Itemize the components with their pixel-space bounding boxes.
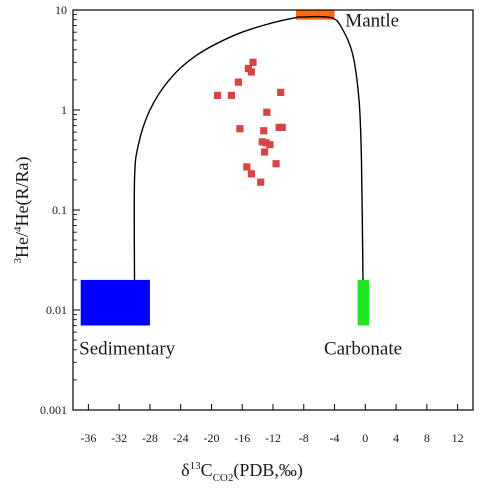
- data-point: [258, 138, 266, 146]
- y-tick-label: 1: [61, 103, 67, 117]
- data-point: [277, 88, 285, 96]
- x-axis-title: δ13CCO2(PDB,‰): [181, 460, 303, 484]
- data-point: [214, 91, 222, 99]
- y-tick-label: 10: [55, 3, 67, 17]
- regions-layer: [80, 10, 370, 326]
- data-point: [227, 91, 236, 99]
- mixing-curve: [133, 15, 364, 280]
- y-tick-label: 0.1: [52, 203, 67, 217]
- y-tick-label: 0.001: [40, 403, 67, 417]
- y-axis-title: 3He/4He(R/Ra): [12, 157, 33, 264]
- x-tick-label: 4: [393, 431, 399, 445]
- data-point: [260, 127, 268, 135]
- data-point: [262, 139, 270, 147]
- data-point: [249, 58, 257, 66]
- x-tick-label: -12: [265, 431, 281, 445]
- data-point: [272, 160, 280, 168]
- data-point: [266, 141, 274, 149]
- x-tick-label: -36: [80, 431, 96, 445]
- x-tick-label: -20: [203, 431, 219, 445]
- x-tick-label: -28: [142, 431, 158, 445]
- data-point: [263, 108, 271, 116]
- data-point: [247, 68, 256, 76]
- data-point: [234, 78, 242, 86]
- x-tick-label: -16: [234, 431, 250, 445]
- sedimentary-region: [80, 279, 150, 326]
- data-point: [260, 148, 269, 156]
- carbonate-label: Carbonate: [324, 338, 402, 359]
- x-tick-label: -24: [173, 431, 189, 445]
- sedimentary-label: Sedimentary: [79, 338, 176, 359]
- data-point: [247, 170, 256, 178]
- y-tick-label: 0.01: [46, 303, 67, 317]
- x-tick-label: 8: [424, 431, 430, 445]
- x-tick-label: -32: [111, 431, 127, 445]
- data-point: [243, 163, 251, 171]
- x-tick-label: -8: [299, 431, 309, 445]
- region-labels-layer: Mantle Sedimentary Carbonate: [79, 11, 402, 360]
- data-point: [236, 125, 244, 133]
- x-tick-label: -4: [330, 431, 340, 445]
- plot-frame: [72, 9, 474, 411]
- x-tick-label: 0: [362, 431, 368, 445]
- x-tick-label: 12: [452, 431, 464, 445]
- data-points-layer: [214, 58, 286, 186]
- mantle-region: [296, 10, 335, 20]
- data-point: [257, 178, 265, 186]
- carbonate-region: [357, 279, 370, 326]
- ticks-layer: -36 -32 -28 -24 -20 -16 -12 -8 -4 0 4 8 12 0.001 0.01 0…: [40, 3, 464, 445]
- mantle-label: Mantle: [345, 11, 399, 32]
- data-point: [278, 123, 286, 131]
